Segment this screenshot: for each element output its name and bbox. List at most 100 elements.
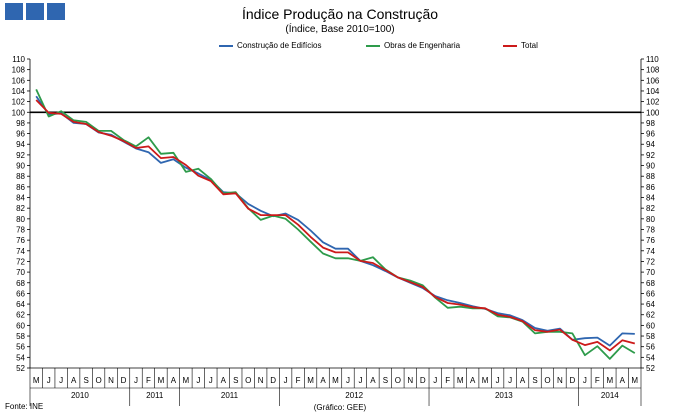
y-tick-label-right: 108 — [646, 66, 660, 75]
x-tick-label: D — [570, 376, 576, 385]
y-tick-label-right: 96 — [646, 130, 655, 139]
y-tick-label-left: 90 — [16, 162, 25, 171]
x-tick-label: M — [457, 376, 464, 385]
x-tick-label: A — [520, 376, 526, 385]
y-tick-label-left: 94 — [16, 140, 25, 149]
year-label: 2011 — [221, 391, 239, 400]
logo-square — [47, 3, 65, 20]
year-label: 2012 — [345, 391, 363, 400]
x-tick-label: S — [532, 376, 537, 385]
y-tick-label-left: 56 — [16, 343, 25, 352]
y-tick-label-left: 82 — [16, 204, 25, 213]
legend-swatch — [219, 44, 233, 47]
x-tick-label: J — [496, 376, 500, 385]
x-tick-label: J — [433, 376, 437, 385]
y-tick-label-right: 100 — [646, 108, 660, 117]
legend-label: Construção de Edifícios — [237, 41, 322, 50]
legend-swatch — [503, 44, 517, 47]
y-tick-label-right: 72 — [646, 257, 655, 266]
x-tick-label: N — [557, 376, 563, 385]
y-tick-label-right: 92 — [646, 151, 655, 160]
x-tick-label: A — [470, 376, 476, 385]
x-tick-label: M — [631, 376, 638, 385]
y-tick-label-right: 84 — [646, 194, 655, 203]
y-tick-label-right: 104 — [646, 87, 660, 96]
x-tick-label: M — [307, 376, 314, 385]
y-tick-label-right: 78 — [646, 225, 655, 234]
x-tick-label: A — [620, 376, 626, 385]
y-tick-label-right: 52 — [646, 364, 655, 373]
y-tick-label-left: 58 — [16, 332, 25, 341]
legend: Construção de Edifícios Obras de Engenha… — [0, 41, 680, 53]
y-tick-label-right: 88 — [646, 172, 655, 181]
y-tick-label-right: 64 — [646, 300, 655, 309]
x-tick-label: J — [196, 376, 200, 385]
y-tick-label-right: 90 — [646, 162, 655, 171]
series-line-edificios — [35, 95, 635, 347]
chart-credit: (Gráfico: GEE) — [313, 403, 367, 412]
x-tick-label: O — [544, 376, 550, 385]
x-tick-label: J — [358, 376, 362, 385]
y-tick-label-left: 110 — [12, 55, 25, 64]
series-line-total — [35, 99, 636, 352]
y-tick-label-left: 68 — [16, 279, 25, 288]
x-tick-label: O — [245, 376, 251, 385]
y-tick-label-left: 74 — [16, 247, 25, 256]
logo-square — [5, 3, 23, 20]
x-tick-label: S — [83, 376, 88, 385]
year-label: 2011 — [146, 391, 164, 400]
y-tick-label-left: 104 — [12, 87, 26, 96]
year-label: 2014 — [601, 391, 619, 400]
y-tick-label-left: 92 — [16, 151, 25, 160]
x-tick-label: A — [71, 376, 77, 385]
legend-label: Obras de Engenharia — [384, 41, 461, 50]
logo-square — [26, 3, 44, 20]
y-tick-label-left: 102 — [12, 98, 26, 107]
x-tick-label: O — [395, 376, 401, 385]
x-tick-label: F — [595, 376, 600, 385]
series-line-engenharia — [35, 89, 636, 360]
x-tick-label: J — [284, 376, 288, 385]
y-tick-label-left: 86 — [16, 183, 25, 192]
legend-item-total: Total — [503, 41, 538, 50]
y-tick-label-left: 88 — [16, 172, 25, 181]
y-tick-label-left: 70 — [16, 268, 25, 277]
y-tick-label-right: 86 — [646, 183, 655, 192]
y-tick-label-left: 60 — [16, 321, 25, 330]
y-tick-label-left: 98 — [16, 119, 25, 128]
y-tick-label-right: 60 — [646, 321, 655, 330]
y-tick-label-right: 76 — [646, 236, 655, 245]
y-tick-label-right: 102 — [646, 98, 660, 107]
x-tick-label: M — [158, 376, 165, 385]
y-tick-label-left: 80 — [16, 215, 25, 224]
x-tick-label: A — [370, 376, 376, 385]
y-tick-label-left: 100 — [12, 108, 26, 117]
x-tick-label: D — [121, 376, 127, 385]
x-tick-label: J — [583, 376, 587, 385]
legend-item-edificios: Construção de Edifícios — [219, 41, 322, 50]
x-tick-label: A — [171, 376, 177, 385]
y-tick-label-left: 62 — [16, 311, 25, 320]
y-tick-label-right: 80 — [646, 215, 655, 224]
x-tick-label: M — [606, 376, 613, 385]
chart-subtitle: (Índice, Base 2010=100) — [285, 24, 395, 35]
x-tick-label: J — [59, 376, 63, 385]
logo — [5, 3, 65, 20]
y-tick-label-left: 72 — [16, 257, 25, 266]
x-tick-label: S — [233, 376, 238, 385]
y-tick-label-left: 106 — [12, 76, 26, 85]
x-tick-label: F — [296, 376, 301, 385]
x-tick-label: M — [332, 376, 339, 385]
x-tick-label: F — [146, 376, 151, 385]
x-tick-label: O — [95, 376, 101, 385]
y-tick-label-left: 84 — [16, 194, 25, 203]
x-tick-label: M — [482, 376, 489, 385]
year-label: 2013 — [495, 391, 513, 400]
year-label: 2010 — [71, 391, 89, 400]
x-tick-label: J — [209, 376, 213, 385]
y-tick-label-left: 64 — [16, 300, 25, 309]
x-tick-label: D — [270, 376, 276, 385]
legend-item-engenharia: Obras de Engenharia — [366, 41, 460, 50]
y-tick-label-left: 96 — [16, 130, 25, 139]
x-tick-label: M — [33, 376, 40, 385]
